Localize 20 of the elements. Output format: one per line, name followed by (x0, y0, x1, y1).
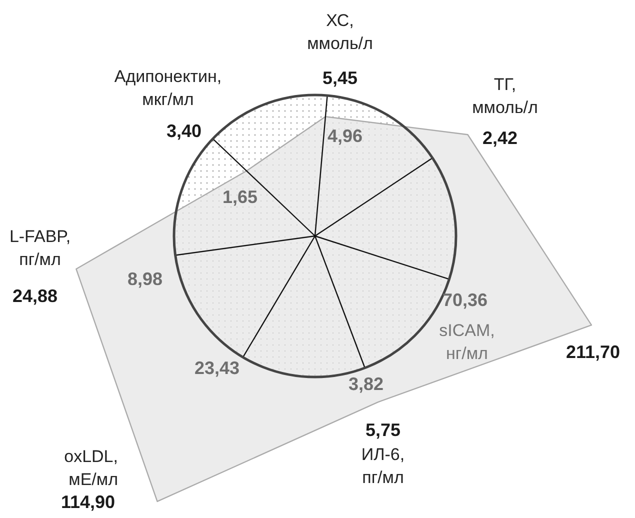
text: 211,70 (566, 342, 620, 362)
text: 8,98 (127, 269, 163, 289)
text: 5,75 (365, 420, 401, 440)
text: 24,88 (12, 286, 58, 306)
text: 4,96 (327, 126, 363, 146)
text: 3,82 (348, 374, 384, 394)
text: 70,36 (442, 290, 488, 310)
spoke-label: L-FABP, пг/мл (9, 227, 71, 269)
spoke-label: ХС, ммоль/л (307, 11, 373, 53)
text: 2,42 (482, 128, 518, 148)
spoke-label: ТГ, ммоль/л (472, 75, 538, 117)
text: 1,65 (222, 187, 258, 207)
text: 23,43 (194, 358, 240, 378)
text: 114,90 (60, 492, 116, 512)
spoke-label: ИЛ-6, пг/мл (361, 445, 405, 487)
text: 5,45 (322, 68, 358, 88)
spoke-label: oxLDL, мЕ/мл (64, 447, 118, 489)
spoke-label: sICAM, нг/мл (439, 321, 495, 363)
spoke-label: Адипонектин, мкг/мл (114, 67, 222, 109)
text: 3,40 (166, 121, 202, 141)
